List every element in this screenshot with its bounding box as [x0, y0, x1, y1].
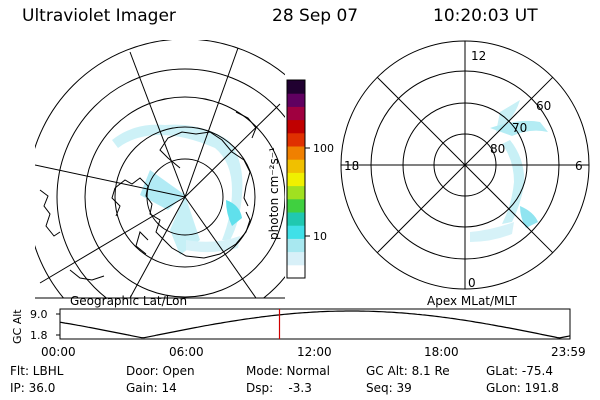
apex-map: 12 18 6 0 80 70 60 [340, 40, 590, 290]
colorbar-cell [287, 132, 305, 147]
info-seq: Seq: 39 [366, 381, 412, 395]
colorbar-cell [287, 264, 305, 279]
right-map-caption: Apex MLat/MLT [427, 294, 517, 308]
apex-aurora-emission [470, 100, 548, 242]
mlat-label-60: 60 [536, 99, 551, 113]
info-dsp: Dsp: -3.3 [246, 381, 312, 395]
info-filter: Flt: LBHL [10, 364, 64, 378]
colorbar-cell [287, 93, 305, 107]
geo-longitude-lines [35, 47, 281, 298]
colorbar-cell [287, 146, 305, 160]
mlat-label-80: 80 [490, 142, 505, 156]
colorbar-cell [287, 185, 305, 200]
left-map-caption: Geographic Lat/Lon [70, 294, 187, 308]
colorbar-cell [287, 106, 305, 121]
info-glon: GLon: 191.8 [486, 381, 559, 395]
altitude-plot-frame [59, 308, 571, 340]
colorbar-tick-label-100: 100 [313, 142, 334, 155]
altitude-ytick-label-low: 1.8 [30, 329, 48, 342]
colorbar-cell [287, 251, 305, 266]
info-door: Door: Open [126, 364, 195, 378]
mlt-label-0: 0 [468, 276, 476, 290]
altitude-curve [59, 310, 571, 339]
xtick-label-1800: 18:00 [424, 345, 459, 359]
colorbar-cell [287, 225, 305, 239]
colorbar: 100 10 photon cm⁻²s⁻¹ [267, 79, 334, 279]
info-mode: Mode: Normal [246, 364, 330, 378]
colorbar-cells [287, 80, 305, 279]
xtick-label-1200: 12:00 [297, 345, 332, 359]
mlt-label-6: 6 [575, 159, 583, 173]
info-glat: GLat: -75.4 [486, 364, 553, 378]
geographic-map [35, 40, 285, 298]
info-ip: IP: 36.0 [10, 381, 56, 395]
colorbar-cell [287, 119, 305, 134]
colorbar-unit-label: photon cm⁻²s⁻¹ [267, 147, 281, 240]
info-gain: Gain: 14 [126, 381, 177, 395]
colorbar-frame [286, 79, 306, 279]
colorbar-tick-label-10: 10 [313, 230, 327, 243]
mlat-label-70: 70 [512, 121, 527, 135]
colorbar-cell [287, 172, 305, 187]
apex-labels: 12 18 6 0 80 70 60 [344, 49, 583, 290]
colorbar-cell [287, 159, 305, 173]
xtick-label-0000: 00:00 [41, 345, 76, 359]
mlt-label-18: 18 [344, 159, 359, 173]
geo-aurora-emission [112, 124, 243, 255]
observation-time: 10:20:03 UT [433, 6, 538, 26]
xtick-label-2359: 23:59 [551, 345, 586, 359]
altitude-xticks: 00:00 06:00 12:00 18:00 23:59 [41, 345, 586, 359]
info-gc-alt: GC Alt: 8.1 Re [366, 364, 450, 378]
altitude-axis-label: GC Alt [11, 309, 24, 344]
apex-meridian-diag-2 [376, 76, 554, 254]
xtick-label-0600: 06:00 [169, 345, 204, 359]
geo-latitude-circles [35, 40, 285, 298]
colorbar-cell [287, 198, 305, 213]
apex-grid [340, 40, 590, 290]
colorbar-cell [287, 238, 305, 253]
geo-coastline [39, 111, 257, 281]
colorbar-cell [287, 212, 305, 226]
observation-date: 28 Sep 07 [272, 6, 359, 26]
altitude-plot: GC Alt 9.0 1.8 00:00 06:00 12:00 18:00 2… [11, 308, 586, 359]
mlt-label-12: 12 [471, 49, 486, 63]
instrument-title: Ultraviolet Imager [22, 6, 176, 26]
altitude-ytick-label-high: 9.0 [30, 308, 48, 321]
colorbar-cell [287, 80, 305, 94]
